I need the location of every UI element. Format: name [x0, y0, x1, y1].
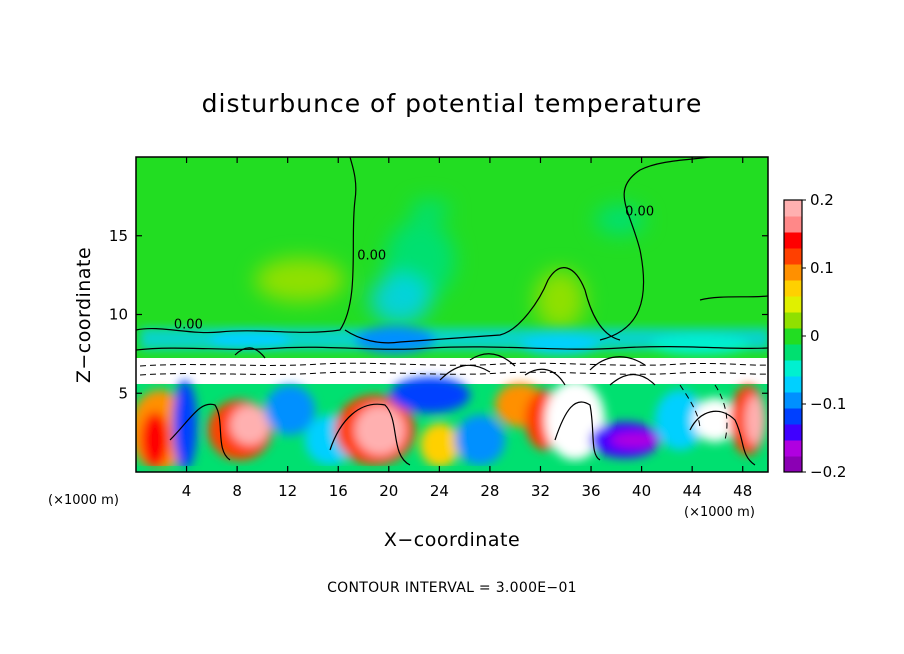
contour-lines: [136, 157, 768, 466]
x-axis-title: X−coordinate: [384, 529, 520, 551]
colorbar-swatch: [784, 248, 802, 265]
x-tick-label: 36: [581, 482, 600, 500]
y-axis-title: Z−coordinate: [73, 247, 95, 383]
colorbar-tick-label: −0.2: [810, 463, 846, 481]
colorbar-swatch: [784, 328, 802, 345]
colorbar-swatch: [784, 440, 802, 457]
colorbar-tick-label: −0.1: [810, 395, 846, 413]
y-axis: 5 10 15: [109, 227, 768, 402]
colorbar-swatch: [784, 280, 802, 297]
contour-label: 0.00: [625, 204, 654, 219]
x-tick-label: 28: [480, 482, 499, 500]
contour-interval-note: CONTOUR INTERVAL = 3.000E−01: [327, 580, 577, 596]
x-unit-right: (×1000 m): [684, 505, 755, 520]
colorbar-swatch: [784, 344, 802, 361]
x-tick-label: 16: [329, 482, 348, 500]
colorbar-swatch: [784, 312, 802, 329]
x-tick-label: 40: [632, 482, 651, 500]
x-tick-label: 32: [531, 482, 550, 500]
colorbar-swatch: [784, 424, 802, 441]
colorbar-swatch: [784, 408, 802, 425]
colorbar-swatch: [784, 456, 802, 473]
colorbar-tick-label: 0.2: [810, 191, 834, 209]
x-tick-label: 8: [232, 482, 242, 500]
contour-label: 0.00: [357, 248, 386, 263]
heatmap-field: [136, 157, 768, 472]
colorbar-swatch: [784, 296, 802, 313]
contour-label: 0.00: [174, 318, 203, 333]
x-tick-label: 20: [379, 482, 398, 500]
x-axis: 4 8 12 16 20 24 28 32 36 40 44 48: [182, 157, 752, 500]
colorbar-swatch: [784, 376, 802, 393]
x-tick-label: 4: [182, 482, 192, 500]
contour-lines-dashed: [139, 362, 768, 441]
colorbar-swatch: [784, 360, 802, 377]
colorbar-swatch: [784, 216, 802, 233]
colorbar-swatch: [784, 392, 802, 409]
x-tick-label: 48: [733, 482, 752, 500]
y-tick-label: 15: [109, 227, 128, 245]
y-tick-label: 10: [109, 306, 128, 324]
x-tick-label: 44: [683, 482, 702, 500]
colorbar-swatch: [784, 264, 802, 281]
x-tick-label: 12: [278, 482, 297, 500]
contour-labels: 0.00 0.00 0.00: [174, 204, 654, 332]
x-tick-label: 24: [430, 482, 449, 500]
x-unit-left: (×1000 m): [48, 493, 119, 508]
y-tick-label: 5: [118, 384, 128, 402]
colorbar-swatch: [784, 232, 802, 249]
colorbar-tick-label: 0.1: [810, 259, 834, 277]
colorbar-swatch: [784, 200, 802, 217]
chart-title: disturbunce of potential temperature: [202, 89, 703, 118]
colorbar: 0.2 0.1 0 −0.1 −0.2: [783, 191, 846, 481]
colorbar-tick-label: 0: [810, 327, 820, 345]
